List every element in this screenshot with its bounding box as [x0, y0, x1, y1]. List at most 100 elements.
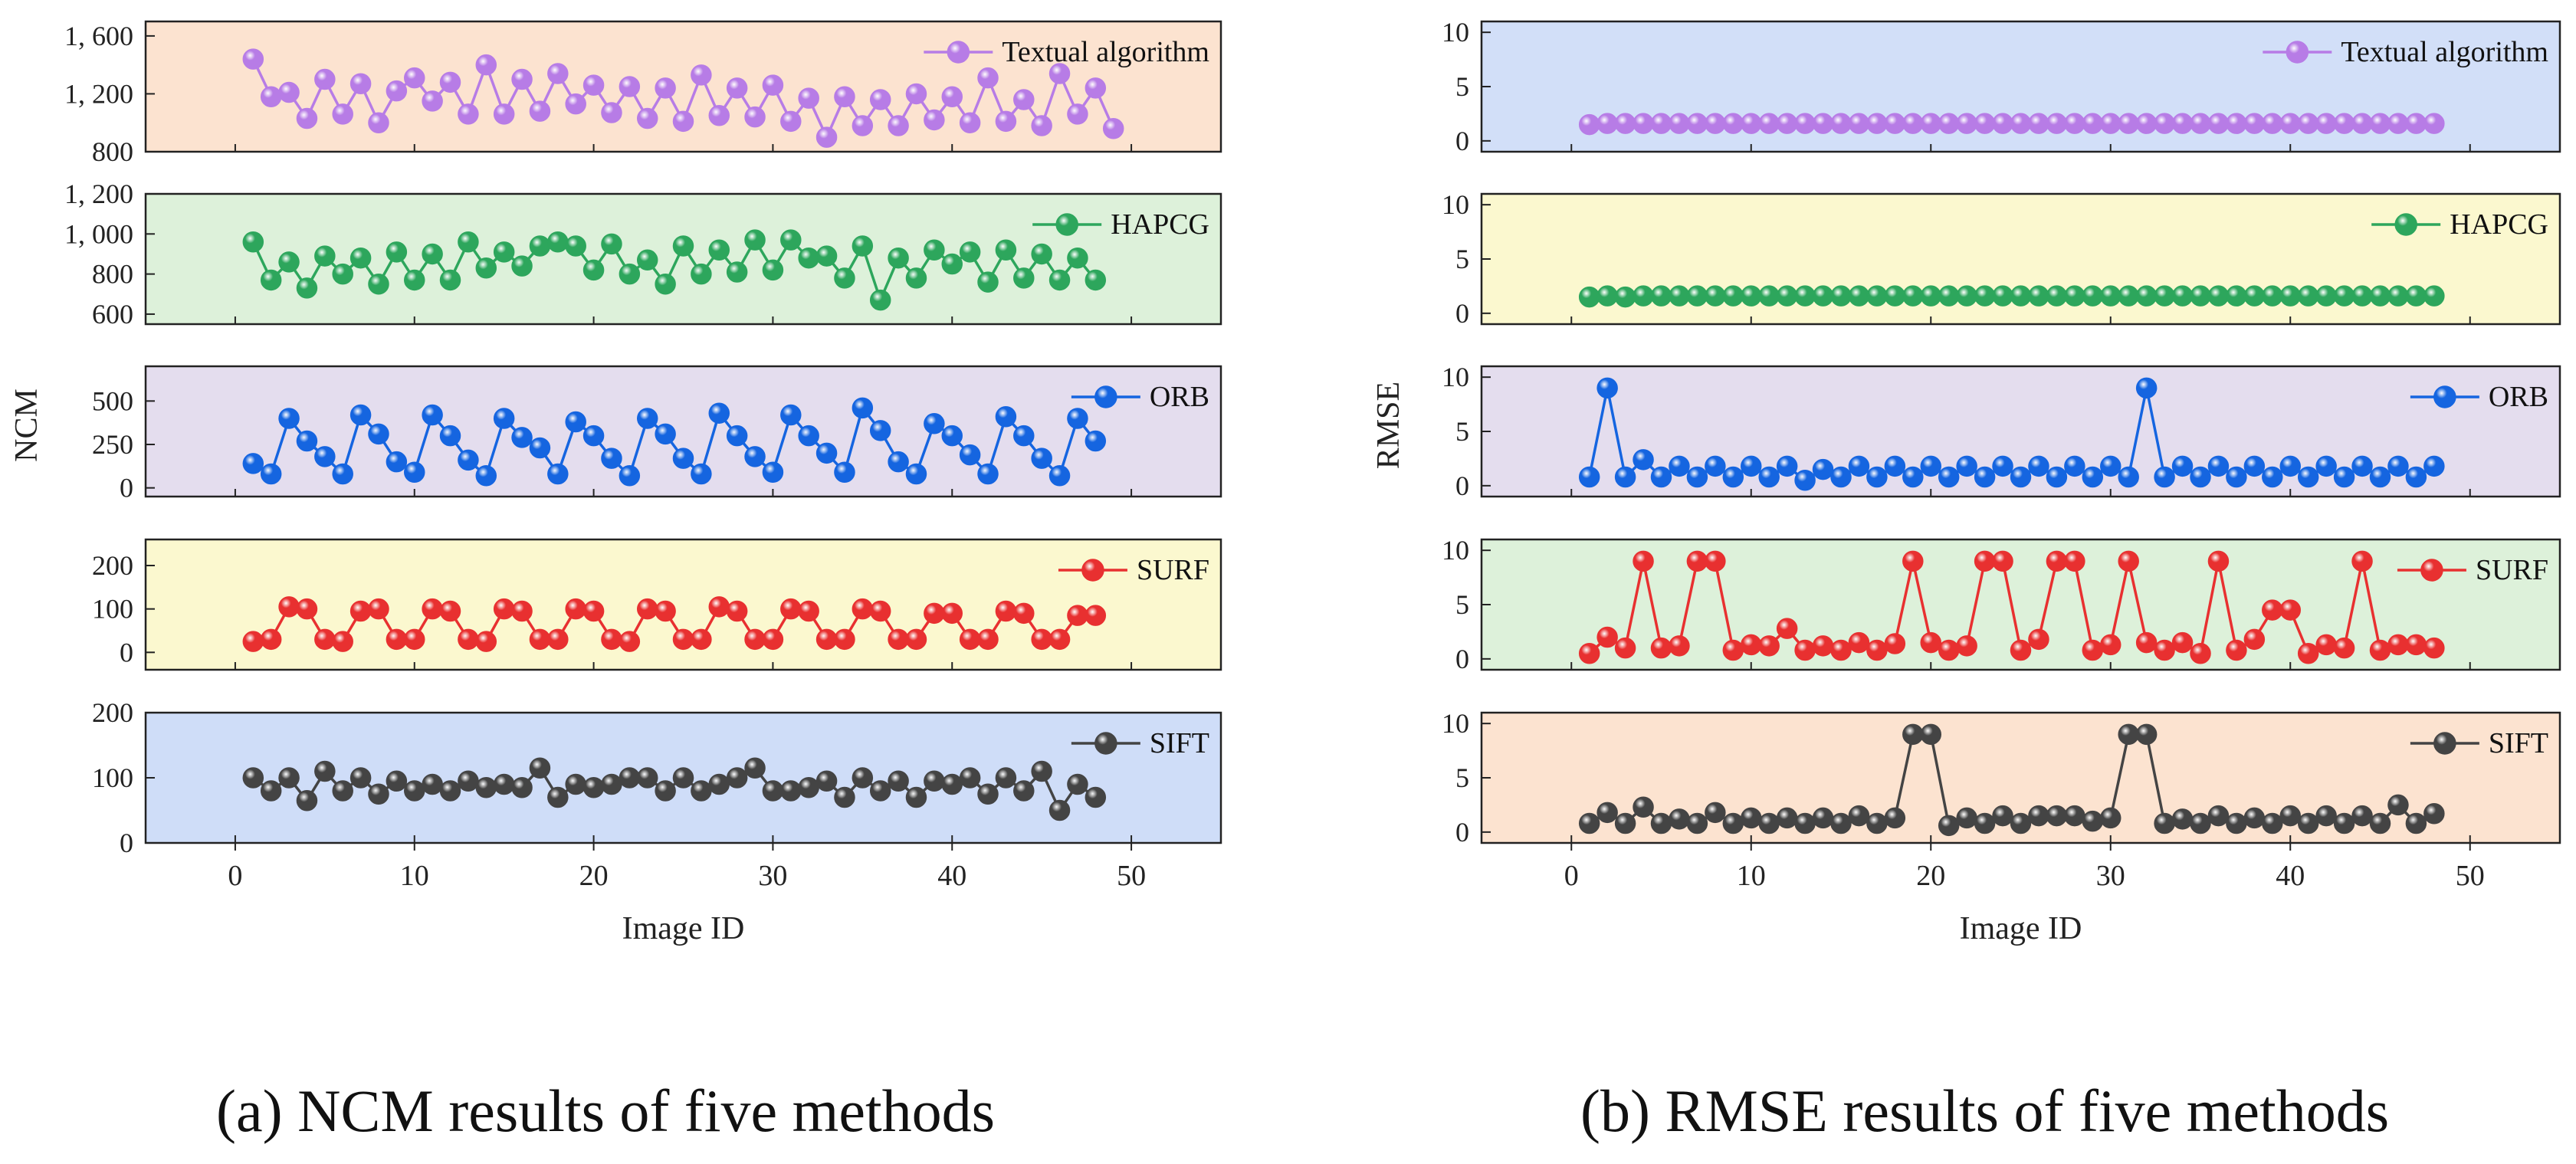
data-point — [977, 463, 999, 485]
data-point — [332, 631, 353, 652]
data-point — [1938, 639, 1960, 661]
data-point — [1067, 408, 1088, 429]
x-tick-label: 20 — [579, 860, 609, 892]
data-point — [655, 77, 676, 99]
data-point — [672, 767, 694, 789]
data-point — [1830, 466, 1852, 488]
data-point — [2046, 550, 2068, 572]
data-point — [834, 786, 855, 808]
data-point — [1031, 115, 1052, 136]
data-point — [260, 86, 282, 107]
y-tick-label: 10 — [1442, 535, 1469, 566]
data-point — [869, 780, 891, 802]
data-point — [1902, 550, 1924, 572]
y-tick-label: 0 — [1455, 817, 1469, 848]
rmse-panel-textual-algorithm: 0 5 10 Textual algorithm — [1442, 17, 2561, 156]
legend-sift: SIFT — [2410, 727, 2548, 759]
data-point — [1578, 286, 1600, 308]
data-point — [672, 110, 694, 133]
data-point — [422, 404, 443, 426]
legend-surf: SURF — [1058, 554, 1209, 586]
data-point — [582, 600, 605, 622]
data-point — [2010, 639, 2032, 661]
data-point — [2262, 113, 2283, 134]
data-point — [1902, 466, 1924, 488]
x-tick-label: 30 — [2096, 860, 2125, 892]
data-point — [547, 628, 569, 651]
data-point — [1596, 377, 1618, 399]
rmse-panel-orb: 0 5 10 ORB — [1442, 362, 2561, 501]
legend-label: SURF — [1137, 554, 1209, 586]
data-point — [619, 76, 641, 97]
data-point — [1794, 285, 1816, 307]
data-point — [977, 783, 999, 805]
data-point — [439, 600, 461, 622]
data-point — [762, 628, 784, 651]
data-point — [493, 773, 515, 795]
data-point — [1686, 812, 1708, 834]
data-point — [2315, 285, 2337, 307]
x-tick-label: 50 — [1117, 860, 1146, 892]
data-point — [1902, 113, 1924, 134]
data-point — [815, 628, 838, 651]
data-point — [1758, 285, 1780, 307]
data-point — [1758, 113, 1780, 134]
caption-ncm: (a) NCM results of five methods — [216, 1077, 995, 1144]
data-point — [422, 90, 443, 112]
data-point — [1992, 113, 2013, 134]
data-point — [2423, 803, 2445, 825]
data-point — [1848, 113, 1870, 134]
data-point — [1085, 77, 1107, 99]
data-point — [2135, 377, 2158, 399]
data-point — [995, 600, 1017, 622]
data-point — [404, 780, 425, 802]
data-point — [2154, 812, 2175, 834]
data-point — [2333, 637, 2355, 659]
y-tick-label: 0 — [1455, 298, 1469, 329]
data-point — [2297, 643, 2319, 664]
data-point — [1686, 550, 1708, 572]
y-tick-label: 0 — [1455, 644, 1469, 674]
data-point — [2262, 599, 2283, 621]
data-point — [1596, 113, 1618, 134]
data-point — [2423, 113, 2445, 134]
data-point — [1578, 466, 1600, 488]
data-point — [2118, 723, 2139, 746]
data-point — [2100, 113, 2122, 134]
data-point — [869, 600, 891, 622]
data-point — [708, 105, 730, 126]
data-point — [888, 247, 909, 269]
data-point — [977, 628, 999, 651]
data-point — [1085, 605, 1107, 626]
data-point — [1614, 286, 1636, 308]
data-point — [1596, 626, 1618, 648]
data-point — [565, 235, 586, 257]
data-point — [834, 628, 855, 651]
data-point — [368, 273, 389, 295]
data-point — [332, 103, 353, 125]
data-point — [2171, 113, 2194, 134]
data-point — [869, 89, 891, 110]
data-point — [2100, 634, 2122, 656]
data-point — [1669, 808, 1690, 830]
data-point — [1650, 637, 1672, 659]
data-point — [1884, 455, 1906, 477]
data-point — [1992, 285, 2013, 307]
data-point — [332, 780, 353, 802]
y-tick-label: 5 — [1455, 762, 1469, 793]
data-point — [1578, 812, 1600, 834]
data-point — [1830, 285, 1852, 307]
y-tick-label: 500 — [92, 385, 133, 416]
data-point — [2046, 113, 2068, 134]
data-point — [636, 107, 658, 130]
data-point — [2064, 550, 2085, 572]
data-point — [780, 229, 802, 251]
data-point — [2333, 466, 2355, 488]
data-point — [314, 68, 336, 90]
legend-marker — [1055, 213, 1078, 236]
data-point — [404, 67, 425, 89]
data-point — [1938, 285, 1960, 307]
data-point — [242, 767, 264, 789]
data-point — [458, 231, 479, 253]
legend-marker — [2420, 559, 2443, 582]
